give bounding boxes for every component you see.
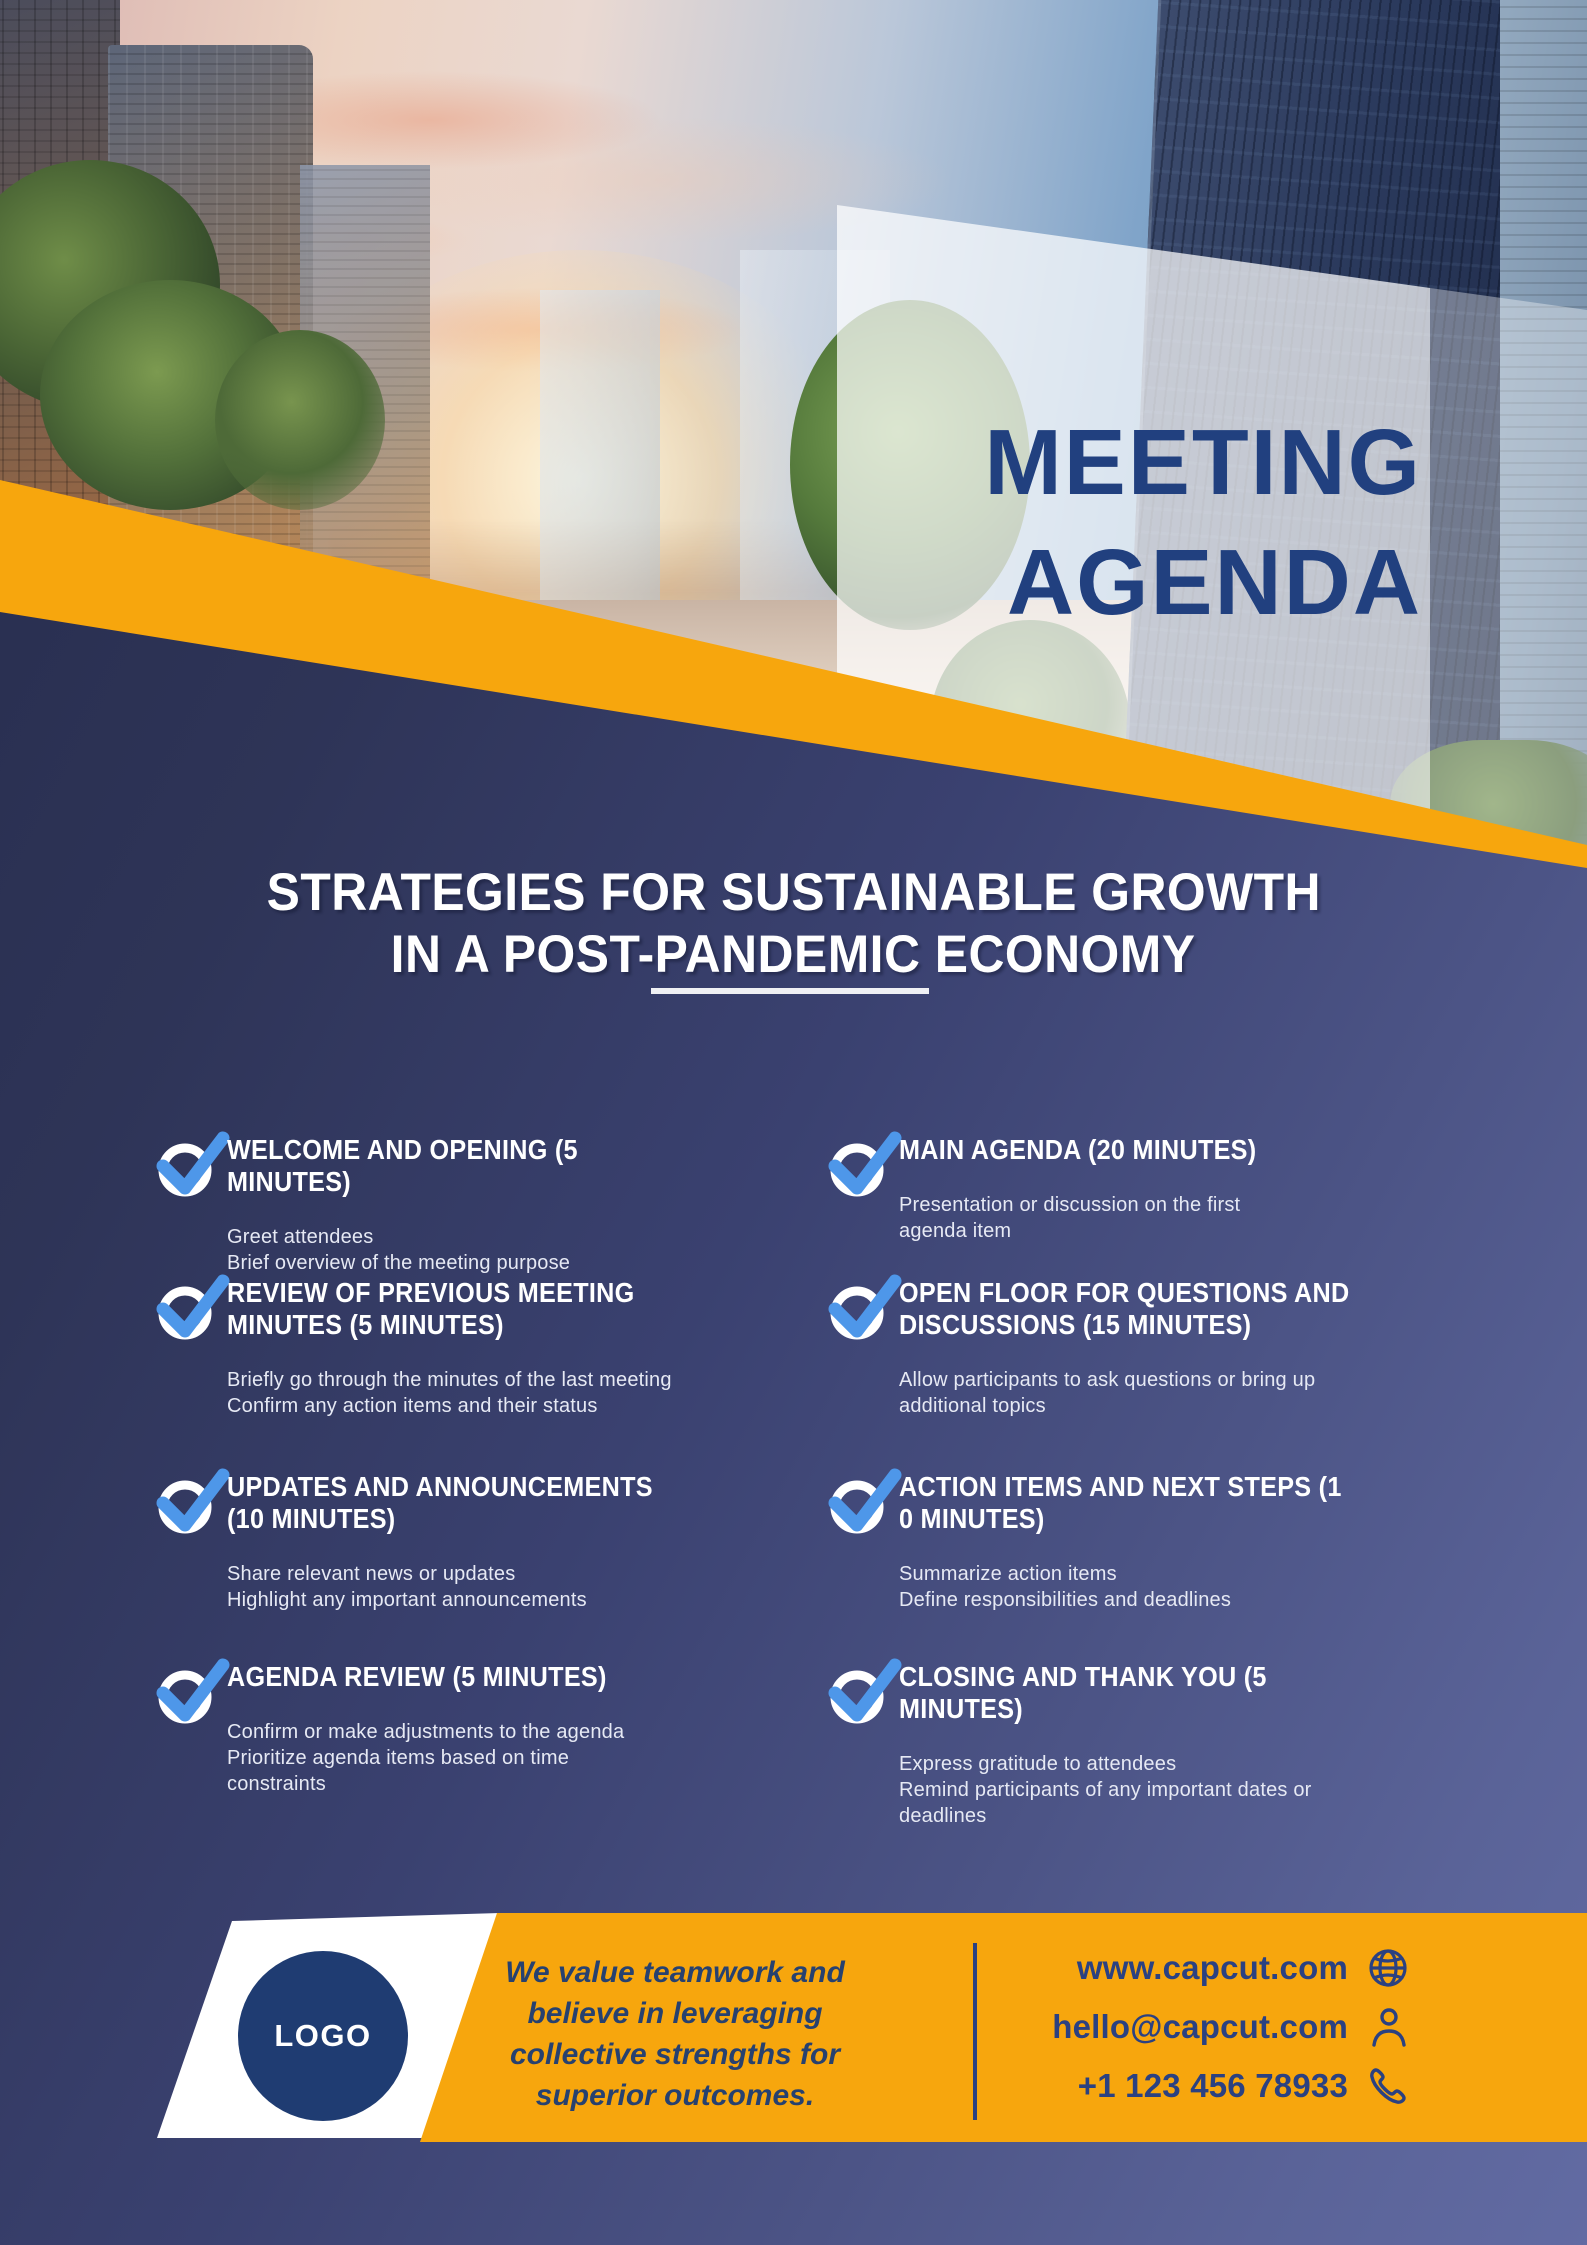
heading-underline xyxy=(651,988,929,994)
check-circle-icon xyxy=(828,1274,902,1340)
agenda-item: ACTION ITEMS AND NEXT STEPS (1 0 MINUTES… xyxy=(827,1468,1427,1613)
phone-icon xyxy=(1370,2068,1406,2104)
agenda-item-description: Allow participants to ask questions or b… xyxy=(899,1369,1316,1417)
phone-number: +1 123 456 78933 xyxy=(1077,2067,1348,2104)
translucent-white-panel-right xyxy=(1430,288,1587,848)
check-circle-icon xyxy=(828,1468,902,1534)
check-circle-icon xyxy=(828,1658,902,1724)
footer-quote: We value teamwork and believe in leverag… xyxy=(505,1956,845,2112)
agenda-item-title: UPDATES AND ANNOUNCEMENTS (10 MINUTES) xyxy=(227,1471,653,1534)
agenda-item-description: Greet attendees Brief overview of the me… xyxy=(227,1226,571,1274)
tree xyxy=(215,330,385,510)
agenda-item-title: WELCOME AND OPENING (5 MINUTES) xyxy=(227,1134,578,1197)
agenda-item-title: OPEN FLOOR FOR QUESTIONS AND DISCUSSIONS… xyxy=(899,1277,1350,1340)
agenda-item-description: Presentation or discussion on the first … xyxy=(899,1194,1241,1242)
logo-badge: LOGO xyxy=(238,1951,408,2121)
agenda-item: REVIEW OF PREVIOUS MEETING MINUTES (5 MI… xyxy=(155,1274,745,1419)
email-address: hello@capcut.com xyxy=(1052,2008,1348,2045)
page-title-line-2: AGENDA xyxy=(1006,530,1422,634)
contact-row-email: hello@capcut.com xyxy=(1000,2004,1410,2050)
contact-row-website: www.capcut.com xyxy=(1000,1945,1410,1991)
check-circle-icon xyxy=(156,1468,230,1534)
agenda-item-description: Briefly go through the minutes of the la… xyxy=(227,1369,672,1417)
section-heading-line-1: STRATEGIES FOR SUSTAINABLE GROWTH xyxy=(266,863,1321,922)
agenda-item: CLOSING AND THANK YOU (5 MINUTES) Expres… xyxy=(827,1658,1427,1829)
agenda-item-description: Summarize action items Define responsibi… xyxy=(899,1563,1232,1611)
agenda-item: AGENDA REVIEW (5 MINUTES) Confirm or mak… xyxy=(155,1658,745,1797)
agenda-item-title: REVIEW OF PREVIOUS MEETING MINUTES (5 MI… xyxy=(227,1277,635,1340)
agenda-item-title: AGENDA REVIEW (5 MINUTES) xyxy=(227,1661,607,1692)
website-url: www.capcut.com xyxy=(1076,1949,1348,1986)
page-title-line-1: MEETING xyxy=(984,410,1422,514)
globe-icon xyxy=(1369,1949,1407,1987)
agenda-item-title: CLOSING AND THANK YOU (5 MINUTES) xyxy=(899,1661,1267,1724)
agenda-item: MAIN AGENDA (20 MINUTES) Presentation or… xyxy=(827,1131,1427,1244)
agenda-item: WELCOME AND OPENING (5 MINUTES) Greet at… xyxy=(155,1131,745,1276)
glass-tower-far-right xyxy=(1500,0,1587,848)
agenda-item-description: Express gratitude to attendees Remind pa… xyxy=(899,1753,1312,1827)
contact-row-phone: +1 123 456 78933 xyxy=(1000,2063,1410,2109)
check-circle-icon xyxy=(156,1658,230,1724)
page-title: MEETING AGENDA xyxy=(600,402,1422,642)
agenda-item-description: Confirm or make adjustments to the agend… xyxy=(227,1721,625,1795)
check-circle-icon xyxy=(156,1274,230,1340)
footer-divider xyxy=(973,1943,977,2120)
agenda-item: OPEN FLOOR FOR QUESTIONS AND DISCUSSIONS… xyxy=(827,1274,1427,1419)
section-heading-line-2: IN A POST-PANDEMIC ECONOMY xyxy=(391,925,1196,984)
agenda-item-title: MAIN AGENDA (20 MINUTES) xyxy=(899,1134,1257,1165)
agenda-item-title: ACTION ITEMS AND NEXT STEPS (1 0 MINUTES… xyxy=(899,1471,1342,1534)
check-circle-icon xyxy=(828,1131,902,1197)
logo-label: LOGO xyxy=(274,2018,372,2053)
agenda-item: UPDATES AND ANNOUNCEMENTS (10 MINUTES) S… xyxy=(155,1468,745,1613)
person-icon xyxy=(1372,2008,1406,2047)
check-circle-icon xyxy=(156,1131,230,1197)
agenda-item-description: Share relevant news or updates Highlight… xyxy=(227,1563,587,1611)
